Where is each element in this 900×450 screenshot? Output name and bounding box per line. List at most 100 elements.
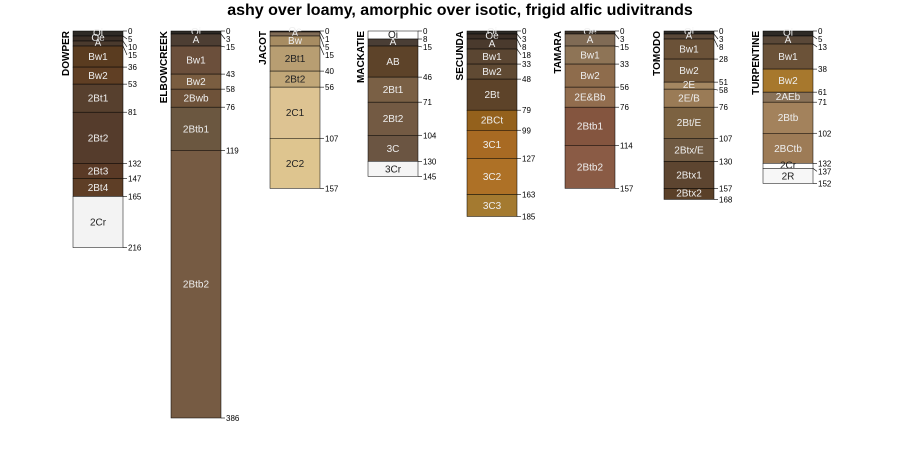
depth-label-mackatie-0: 0: [423, 27, 428, 36]
depth-label-secunda-2: 8: [522, 43, 527, 52]
horizon-secunda-9: [466, 194, 518, 217]
depth-label-dowper-8: 147: [128, 174, 142, 183]
horizon-label-tomodo-7: 2Btx/E: [674, 145, 704, 156]
profile-turpentine: TURPENTINE OiABw1Bw22AEb2Btb2BCtb2Cr2R051…: [751, 27, 832, 188]
horizon-label-elbowcreek-0: Oi: [191, 27, 201, 38]
horizon-mackatie-6: [367, 161, 419, 177]
depth-label-dowper-9: 165: [128, 192, 142, 201]
horizon-label-turpentine-3: Bw2: [778, 76, 798, 87]
depth-label-jacot-2: 5: [325, 43, 330, 52]
depth-label-tamara-6: 114: [620, 141, 633, 150]
horizon-dowper-9: [72, 196, 124, 248]
depth-label-dowper-3: 15: [128, 51, 137, 60]
depth-tick-jacot-1: [319, 31, 325, 40]
horizon-elbowcreek-2: [170, 45, 222, 75]
horizon-label-mackatie-4: 2Bt2: [383, 114, 404, 125]
horizon-label-dowper-7: 2Bt3: [88, 166, 109, 177]
depth-label-jacot-1: 1: [325, 35, 330, 44]
horizon-label-mackatie-0: Oi: [388, 30, 398, 41]
depth-label-dowper-10: 216: [128, 244, 142, 253]
depth-label-tamara-5: 76: [620, 103, 629, 112]
depth-label-elbowcreek-4: 58: [226, 85, 235, 94]
depth-label-secunda-9: 163: [522, 190, 536, 199]
depth-label-dowper-4: 36: [128, 63, 137, 72]
depth-label-dowper-7: 132: [128, 159, 142, 168]
profile-name-jacot: JACOT: [258, 31, 269, 65]
depth-label-elbowcreek-2: 15: [226, 43, 235, 52]
horizon-label-dowper-3: Bw1: [88, 52, 108, 63]
horizon-label-mackatie-3: 2Bt1: [383, 85, 404, 96]
horizon-label-dowper-0: Oi: [93, 28, 103, 39]
depth-label-tamara-0: 0: [620, 27, 625, 36]
horizon-label-tomodo-3: Bw2: [679, 66, 699, 77]
profile-name-tamara: TAMARA: [553, 31, 564, 74]
horizon-label-turpentine-7: 2Cr: [780, 160, 797, 171]
horizon-label-jacot-5: 2C1: [286, 108, 305, 119]
horizon-tamara-5: [564, 106, 616, 146]
horizon-label-tamara-1: A: [587, 35, 594, 46]
depth-label-jacot-4: 40: [325, 67, 334, 76]
horizon-label-elbowcreek-4: 2Bwb: [183, 94, 208, 105]
depth-label-tomodo-6: 76: [719, 103, 728, 112]
profile-name-secunda: SECUNDA: [455, 31, 466, 80]
horizon-label-dowper-6: 2Bt2: [88, 133, 109, 144]
horizon-jacot-6: [269, 138, 321, 189]
depth-label-elbowcreek-7: 386: [226, 414, 240, 423]
depth-label-elbowcreek-1: 3: [226, 35, 231, 44]
depth-label-tamara-2: 15: [620, 43, 629, 52]
horizon-label-tamara-2: Bw1: [580, 51, 600, 62]
horizon-jacot-5: [269, 86, 321, 139]
depth-label-tomodo-1: 3: [719, 35, 724, 44]
depth-tick-secunda-1: [516, 33, 522, 40]
profile-name-mackatie: MACKATIE: [356, 31, 367, 83]
horizon-label-turpentine-4: 2AEb: [776, 92, 801, 103]
horizon-label-turpentine-1: A: [785, 35, 792, 46]
depth-label-tamara-3: 33: [620, 60, 629, 69]
horizon-label-secunda-7: 3C1: [483, 140, 502, 151]
depth-tick-dowper-1: [122, 35, 128, 40]
depth-label-dowper-6: 81: [128, 108, 137, 117]
profile-tomodo: TOMODO OiA Bw1 Bw2 2E 2E/B 2Bt/E 2Btx/E 2Btx1 2Bt…: [652, 27, 733, 204]
horizon-label-elbowcreek-5: 2Btb1: [183, 124, 210, 135]
depth-label-tomodo-5: 58: [719, 86, 728, 95]
depth-tick-turpentine-8: [812, 168, 818, 172]
horizon-label-turpentine-5: 2Btb: [778, 113, 799, 124]
depth-tick-dowper-2: [122, 40, 128, 48]
depth-tick-turpentine-1: [812, 35, 818, 40]
horizon-label-tomodo-4: 2E: [683, 80, 696, 91]
depth-label-secunda-4: 33: [522, 60, 531, 69]
horizon-label-jacot-2: Bw: [288, 36, 303, 47]
horizon-label-tomodo-9: 2Btx2: [676, 189, 702, 200]
depth-label-mackatie-5: 104: [423, 131, 437, 140]
depth-label-dowper-1: 5: [128, 35, 133, 44]
depth-label-tomodo-0: 0: [719, 27, 724, 36]
depth-label-dowper-2: 10: [128, 43, 137, 52]
horizon-turpentine-5: [762, 101, 814, 134]
horizon-label-turpentine-8: 2R: [782, 171, 795, 182]
depth-label-tomodo-4: 51: [719, 78, 728, 87]
horizon-label-dowper-2: A: [95, 38, 102, 49]
horizon-elbowcreek-6: [170, 150, 222, 419]
depth-label-tomodo-7: 107: [719, 134, 733, 143]
depth-label-turpentine-6: 102: [818, 129, 832, 138]
horizon-jacot-3: [269, 45, 321, 72]
profile-name-turpentine: TURPENTINE: [751, 31, 762, 95]
horizon-turpentine-8: [762, 168, 814, 184]
depth-label-secunda-5: 48: [522, 75, 531, 84]
profile-name-dowper: DOWPER: [61, 30, 72, 76]
depth-tick-turpentine-2: [812, 43, 818, 48]
depth-label-mackatie-4: 71: [423, 98, 432, 107]
depth-label-mackatie-3: 46: [423, 73, 432, 82]
depth-label-jacot-7: 157: [325, 184, 339, 193]
horizon-mackatie-3: [367, 76, 419, 103]
depth-label-tomodo-3: 28: [719, 55, 728, 64]
profile-name-tomodo: TOMODO: [652, 31, 663, 76]
horizon-mackatie-4: [367, 101, 419, 136]
horizon-label-secunda-0: Oi: [487, 27, 497, 38]
horizon-label-secunda-1: Oe: [485, 31, 499, 42]
horizon-label-elbowcreek-3: Bw2: [186, 77, 206, 88]
depth-label-jacot-6: 107: [325, 134, 339, 143]
